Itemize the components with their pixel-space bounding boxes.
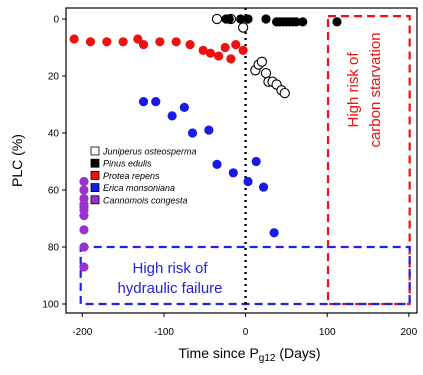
legend: Juniperus osteosperma Pinus edulis Protea … [90, 146, 197, 205]
legend-entry: Cannomois congesta [90, 195, 188, 205]
axes: 0 20 40 60 80 100 -200 -100 0 100 200 PLC (%) Time s… [9, 15, 418, 365]
legend-entry: Juniperus osteosperma [90, 146, 197, 157]
data-point [185, 40, 195, 50]
data-point [211, 13, 223, 25]
x-axis-label: Time since Pg12 (Days) [178, 345, 320, 364]
data-point [79, 225, 89, 235]
legend-swatch [90, 183, 100, 193]
series-pinus-edulis [221, 14, 342, 27]
y-tick-label: 100 [42, 300, 59, 311]
hydraulic-failure-label: High risk of [132, 260, 208, 277]
data-points [69, 13, 342, 272]
data-point [79, 176, 89, 187]
carbon-starvation-label: High risk of [345, 52, 362, 128]
carbon-starvation-label: carbon starvation [367, 32, 384, 147]
legend-label: Erica monsoniana [103, 183, 175, 193]
data-point [102, 37, 112, 47]
x-tick-label: -100 [154, 327, 174, 338]
data-point [226, 54, 236, 64]
series-protea-repens [69, 34, 248, 64]
data-point [118, 37, 128, 47]
y-tick-label: 20 [48, 72, 60, 83]
legend-label: Juniperus osteosperma [102, 147, 197, 157]
data-point [237, 22, 249, 33]
y-tick-label: 80 [48, 243, 60, 254]
data-point [238, 45, 248, 55]
risk-region-carbon [326, 15, 411, 306]
data-point [251, 156, 261, 167]
y-tick-label: 0 [53, 15, 59, 26]
data-point [171, 37, 181, 47]
data-point [243, 14, 253, 24]
y-tick-label: 40 [48, 129, 60, 140]
data-point [179, 102, 189, 112]
annotations: High risk of carbon starvation High risk o… [117, 32, 384, 297]
data-point [205, 48, 216, 58]
legend-swatch [90, 195, 100, 205]
data-point [228, 168, 238, 178]
data-point [138, 97, 149, 107]
data-point [155, 37, 165, 47]
legend-label: Protea repens [103, 171, 160, 181]
data-point [69, 34, 79, 44]
legend-label: Pinus edulis [103, 159, 152, 169]
data-point [151, 97, 161, 107]
x-tick-label: 0 [243, 327, 249, 338]
data-point [85, 37, 96, 47]
legend-entry: Erica monsoniana [90, 183, 175, 193]
data-point [187, 128, 198, 138]
data-point [332, 17, 342, 27]
legend-swatch [90, 158, 100, 168]
data-point [138, 40, 149, 50]
x-tick-label: 100 [319, 327, 336, 338]
data-point [269, 228, 279, 238]
data-point [243, 176, 253, 187]
data-point [167, 111, 177, 121]
data-point [220, 42, 230, 53]
data-point [258, 182, 269, 192]
data-point [212, 159, 222, 169]
y-axis-label: PLC (%) [9, 134, 25, 187]
legend-swatch [90, 146, 100, 156]
x-tick-label: -200 [72, 327, 92, 338]
data-point [198, 45, 208, 55]
data-point [279, 87, 290, 99]
y-tick-label: 60 [48, 186, 60, 197]
series-juniperus-osteosperma [211, 13, 290, 99]
data-point [291, 17, 301, 27]
data-point [79, 262, 89, 272]
data-point [231, 40, 241, 50]
data-point [224, 14, 234, 24]
legend-entry: Protea repens [90, 170, 160, 181]
data-point [204, 125, 214, 135]
hydraulic-failure-label: hydraulic failure [117, 280, 222, 297]
data-point [79, 242, 89, 252]
data-point [79, 211, 89, 221]
data-point [133, 34, 143, 44]
legend-swatch [90, 170, 100, 180]
series-cannomois-congesta [79, 176, 89, 272]
data-point [256, 56, 268, 67]
series-erica-monsoniana [138, 97, 279, 238]
x-tick-label: 200 [400, 327, 417, 338]
plot-area [65, 7, 418, 314]
data-point [79, 185, 89, 195]
data-point [236, 14, 246, 24]
data-point [298, 17, 308, 27]
data-point [261, 14, 271, 24]
legend-label: Cannomois congesta [103, 195, 188, 205]
data-point [260, 68, 272, 79]
data-point [214, 51, 224, 61]
plot-frame [65, 7, 418, 314]
legend-entry: Pinus edulis [90, 158, 152, 169]
